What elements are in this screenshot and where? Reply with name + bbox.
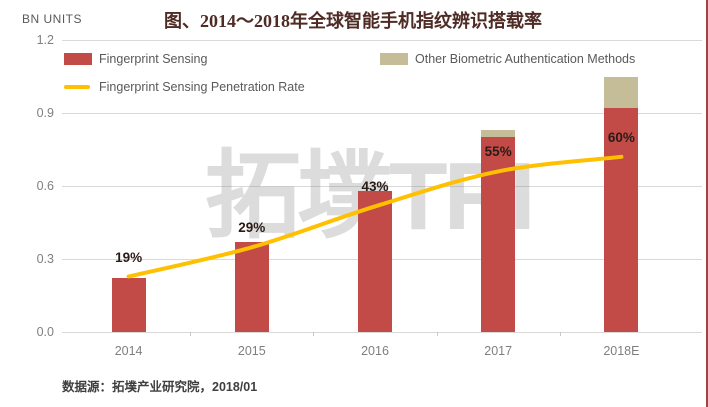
gridline <box>62 332 702 333</box>
gridline <box>62 40 702 41</box>
penetration-rate-label: 29% <box>238 220 266 236</box>
legend-swatch-red <box>64 53 92 65</box>
legend-item-penetration-rate: Fingerprint Sensing Penetration Rate <box>64 80 305 94</box>
x-axis-label: 2014 <box>114 344 143 358</box>
penetration-line-layer <box>126 154 624 279</box>
legend-swatch-line <box>64 85 90 89</box>
legend-label: Fingerprint Sensing <box>99 52 208 66</box>
legend-item-fingerprint-sensing: Fingerprint Sensing <box>64 52 207 66</box>
x-axis-label: 2015 <box>237 344 266 358</box>
legend-item-other-biometric: Other Biometric Authentication Methods <box>380 52 635 66</box>
x-axis-tick <box>436 332 438 336</box>
bar-other-biometric <box>481 130 516 138</box>
y-tick-label: 1.2 <box>36 33 54 47</box>
bar-fingerprint-sensing <box>234 241 269 332</box>
bar-fingerprint-sensing <box>604 108 639 332</box>
legend-swatch-tan <box>380 53 408 65</box>
bar-fingerprint-sensing <box>111 278 146 332</box>
penetration-rate-label: 55% <box>484 144 512 160</box>
legend-label: Fingerprint Sensing Penetration Rate <box>99 80 305 94</box>
x-axis-label: 2017 <box>484 344 513 358</box>
y-tick-label: 0.9 <box>36 106 54 120</box>
x-axis-label: 2018E <box>603 344 640 358</box>
x-axis-label: 2016 <box>361 344 389 358</box>
y-tick-label: 0.0 <box>36 325 54 339</box>
penetration-rate-label: 19% <box>115 249 143 265</box>
gridline <box>62 186 702 187</box>
page-title: 图、2014～2018年全球智能手机指纹辨识搭载率 <box>164 11 542 31</box>
penetration-rate-label: 60% <box>607 129 635 145</box>
y-tick-label: 0.3 <box>36 252 54 266</box>
x-axis-tick <box>313 332 315 336</box>
legend-label: Other Biometric Authentication Methods <box>415 52 636 66</box>
penetration-rate-line <box>126 154 624 279</box>
penetration-rate-label: 43% <box>361 179 389 195</box>
source-note: 数据源：拓墣产业研究院，2018/01 <box>62 380 258 394</box>
y-tick-label: 0.6 <box>36 179 54 193</box>
bar-fingerprint-sensing <box>358 190 392 332</box>
x-axis-tick <box>190 332 192 336</box>
x-axis-tick <box>559 332 561 336</box>
bar-other-biometric <box>604 76 639 109</box>
y-axis-title: BN UNITS <box>22 12 83 26</box>
gridline <box>62 113 702 114</box>
